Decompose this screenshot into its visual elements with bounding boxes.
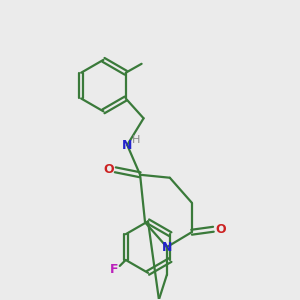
- Text: H: H: [132, 135, 140, 145]
- Text: N: N: [122, 139, 132, 152]
- Text: O: O: [103, 163, 114, 176]
- Text: F: F: [110, 263, 118, 276]
- Text: N: N: [162, 241, 172, 254]
- Text: O: O: [215, 223, 226, 236]
